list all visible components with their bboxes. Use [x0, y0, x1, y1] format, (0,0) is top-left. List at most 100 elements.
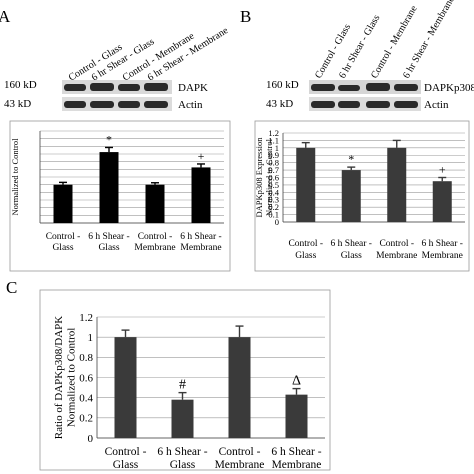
- y-tick-label: 0.4: [268, 187, 279, 197]
- bar-chart-b: 00.10.20.30.40.50.60.70.80.911.11.2DAPKp…: [254, 128, 465, 261]
- bar: [99, 152, 119, 223]
- bar-chart-a: Normalized to Control Control - Glass * 6 h …: [10, 130, 224, 253]
- blot-band: [366, 101, 390, 108]
- y-axis-label-line: Ratio of DAPKp308/DAPK: [53, 316, 65, 440]
- category-label: Glass: [295, 251, 316, 261]
- y-tick-label: 0.4: [79, 393, 93, 405]
- chart-frame-a: [9, 120, 231, 272]
- y-tick-label: 0.6: [79, 372, 93, 384]
- blot-band: [394, 101, 418, 108]
- blot-band: [118, 101, 140, 108]
- blot-band: [366, 83, 390, 91]
- blot-band: [118, 84, 140, 91]
- significance-marker: +: [198, 149, 205, 163]
- category-label: Membrane: [376, 251, 417, 261]
- blot-band: [90, 83, 114, 91]
- blot-band: [64, 101, 86, 108]
- chart-frame-b: [254, 120, 470, 272]
- blot-size-label: 43 kD: [4, 98, 31, 110]
- bar: [191, 167, 211, 223]
- bar: [53, 184, 73, 223]
- category-label: Glass: [113, 459, 139, 471]
- blot-band: [338, 85, 360, 91]
- bar: [171, 399, 194, 438]
- y-axis-label-line: Normalized to Control: [264, 138, 274, 216]
- blot-panel-a: Control - Glass 6 hr Shear - Glass Contr…: [4, 25, 231, 111]
- category-label: Control -: [288, 239, 323, 249]
- bar: [387, 147, 407, 222]
- bar: [114, 337, 137, 438]
- blot-band: [144, 83, 168, 91]
- panel-letter-b: B: [240, 7, 251, 26]
- y-axis-label-line: DAPKp308 Expression: [254, 137, 264, 218]
- bar: [296, 147, 316, 222]
- panel-letter-a: A: [0, 7, 11, 26]
- bar: [341, 170, 361, 222]
- y-tick-label: 1.2: [79, 312, 93, 324]
- y-axis-label-line: Normalized to Control: [10, 138, 20, 216]
- blot-band: [338, 101, 360, 108]
- blot-band: [311, 84, 335, 91]
- blot-protein-label: DAPK: [178, 82, 208, 94]
- y-tick-label: 0.9: [268, 150, 279, 160]
- category-label: Control -: [138, 232, 173, 242]
- significance-marker: *: [106, 132, 112, 146]
- blot-band: [144, 101, 168, 108]
- lane-labels-a: Control - Glass 6 hr Shear - Glass Contr…: [67, 25, 231, 84]
- bar: [145, 184, 165, 223]
- blot-protein-label: Actin: [424, 99, 449, 111]
- category-label: 6 h Shear -: [180, 232, 221, 242]
- blot-size-label: 160 kD: [266, 79, 299, 91]
- blot-size-label: 160 kD: [4, 79, 37, 91]
- category-label: Control -: [219, 446, 261, 458]
- blot-band: [90, 101, 114, 108]
- y-tick-label: 1.2: [268, 128, 279, 138]
- blot-strip-actin: [62, 97, 172, 111]
- blot-band: [64, 84, 86, 91]
- category-label: Membrane: [134, 243, 175, 253]
- bar: [432, 181, 452, 222]
- y-tick-label: 0.8: [268, 158, 279, 168]
- y-tick-label: 0.5: [268, 180, 279, 190]
- y-tick-label: 1: [275, 143, 279, 153]
- y-tick-label: 1: [88, 332, 94, 344]
- significance-marker: *: [348, 152, 354, 166]
- y-axis-label: Normalized to Control: [10, 138, 20, 216]
- y-axis-label: DAPKp308 ExpressionNormalized to Control: [254, 137, 274, 218]
- y-tick-label: 0.3: [268, 195, 279, 205]
- chart-frame-c: [39, 289, 331, 471]
- y-axis-label: Ratio of DAPKp308/DAPKNormalized to Cont…: [53, 316, 78, 440]
- blot-bands-b: [311, 83, 418, 108]
- category-label: Control -: [379, 239, 414, 249]
- category-label: 6 h Shear -: [331, 239, 372, 249]
- y-tick-label: 0.6: [268, 172, 279, 182]
- blot-band: [394, 84, 418, 91]
- y-tick-label: 1.1: [268, 135, 279, 145]
- category-label: 6 h Shear -: [422, 239, 463, 249]
- significance-marker: +: [439, 163, 446, 177]
- category-label: Glass: [170, 459, 196, 471]
- category-label: Glass: [98, 243, 119, 253]
- y-tick-label: 0: [88, 433, 94, 445]
- blot-panel-b: Control - Glass 6 hr Shear - Glass Contr…: [266, 0, 474, 111]
- blot-band: [311, 101, 335, 108]
- category-label: 6 h Shear -: [157, 446, 207, 458]
- category-label: 6 h Shear -: [88, 232, 129, 242]
- y-tick-label: 0.7: [268, 165, 279, 175]
- y-tick-label: 0.2: [79, 413, 93, 425]
- category-label: 6 h Shear -: [271, 446, 321, 458]
- y-tick-label: 0: [275, 217, 279, 227]
- significance-marker: #: [179, 378, 186, 393]
- blot-size-label: 43 kD: [266, 98, 293, 110]
- blot-strip-actin: [309, 97, 421, 111]
- y-axis-label-line: Normalized to Control: [66, 328, 78, 428]
- blot-bands-a: [64, 83, 168, 108]
- category-label: Control -: [46, 232, 81, 242]
- category-label: Membrane: [422, 251, 463, 261]
- significance-marker: Δ: [292, 374, 301, 389]
- lane-labels-b: Control - Glass 6 hr Shear - Glass Contr…: [313, 0, 457, 81]
- category-label: Membrane: [215, 459, 265, 471]
- y-tick-label: 0.2: [268, 202, 279, 212]
